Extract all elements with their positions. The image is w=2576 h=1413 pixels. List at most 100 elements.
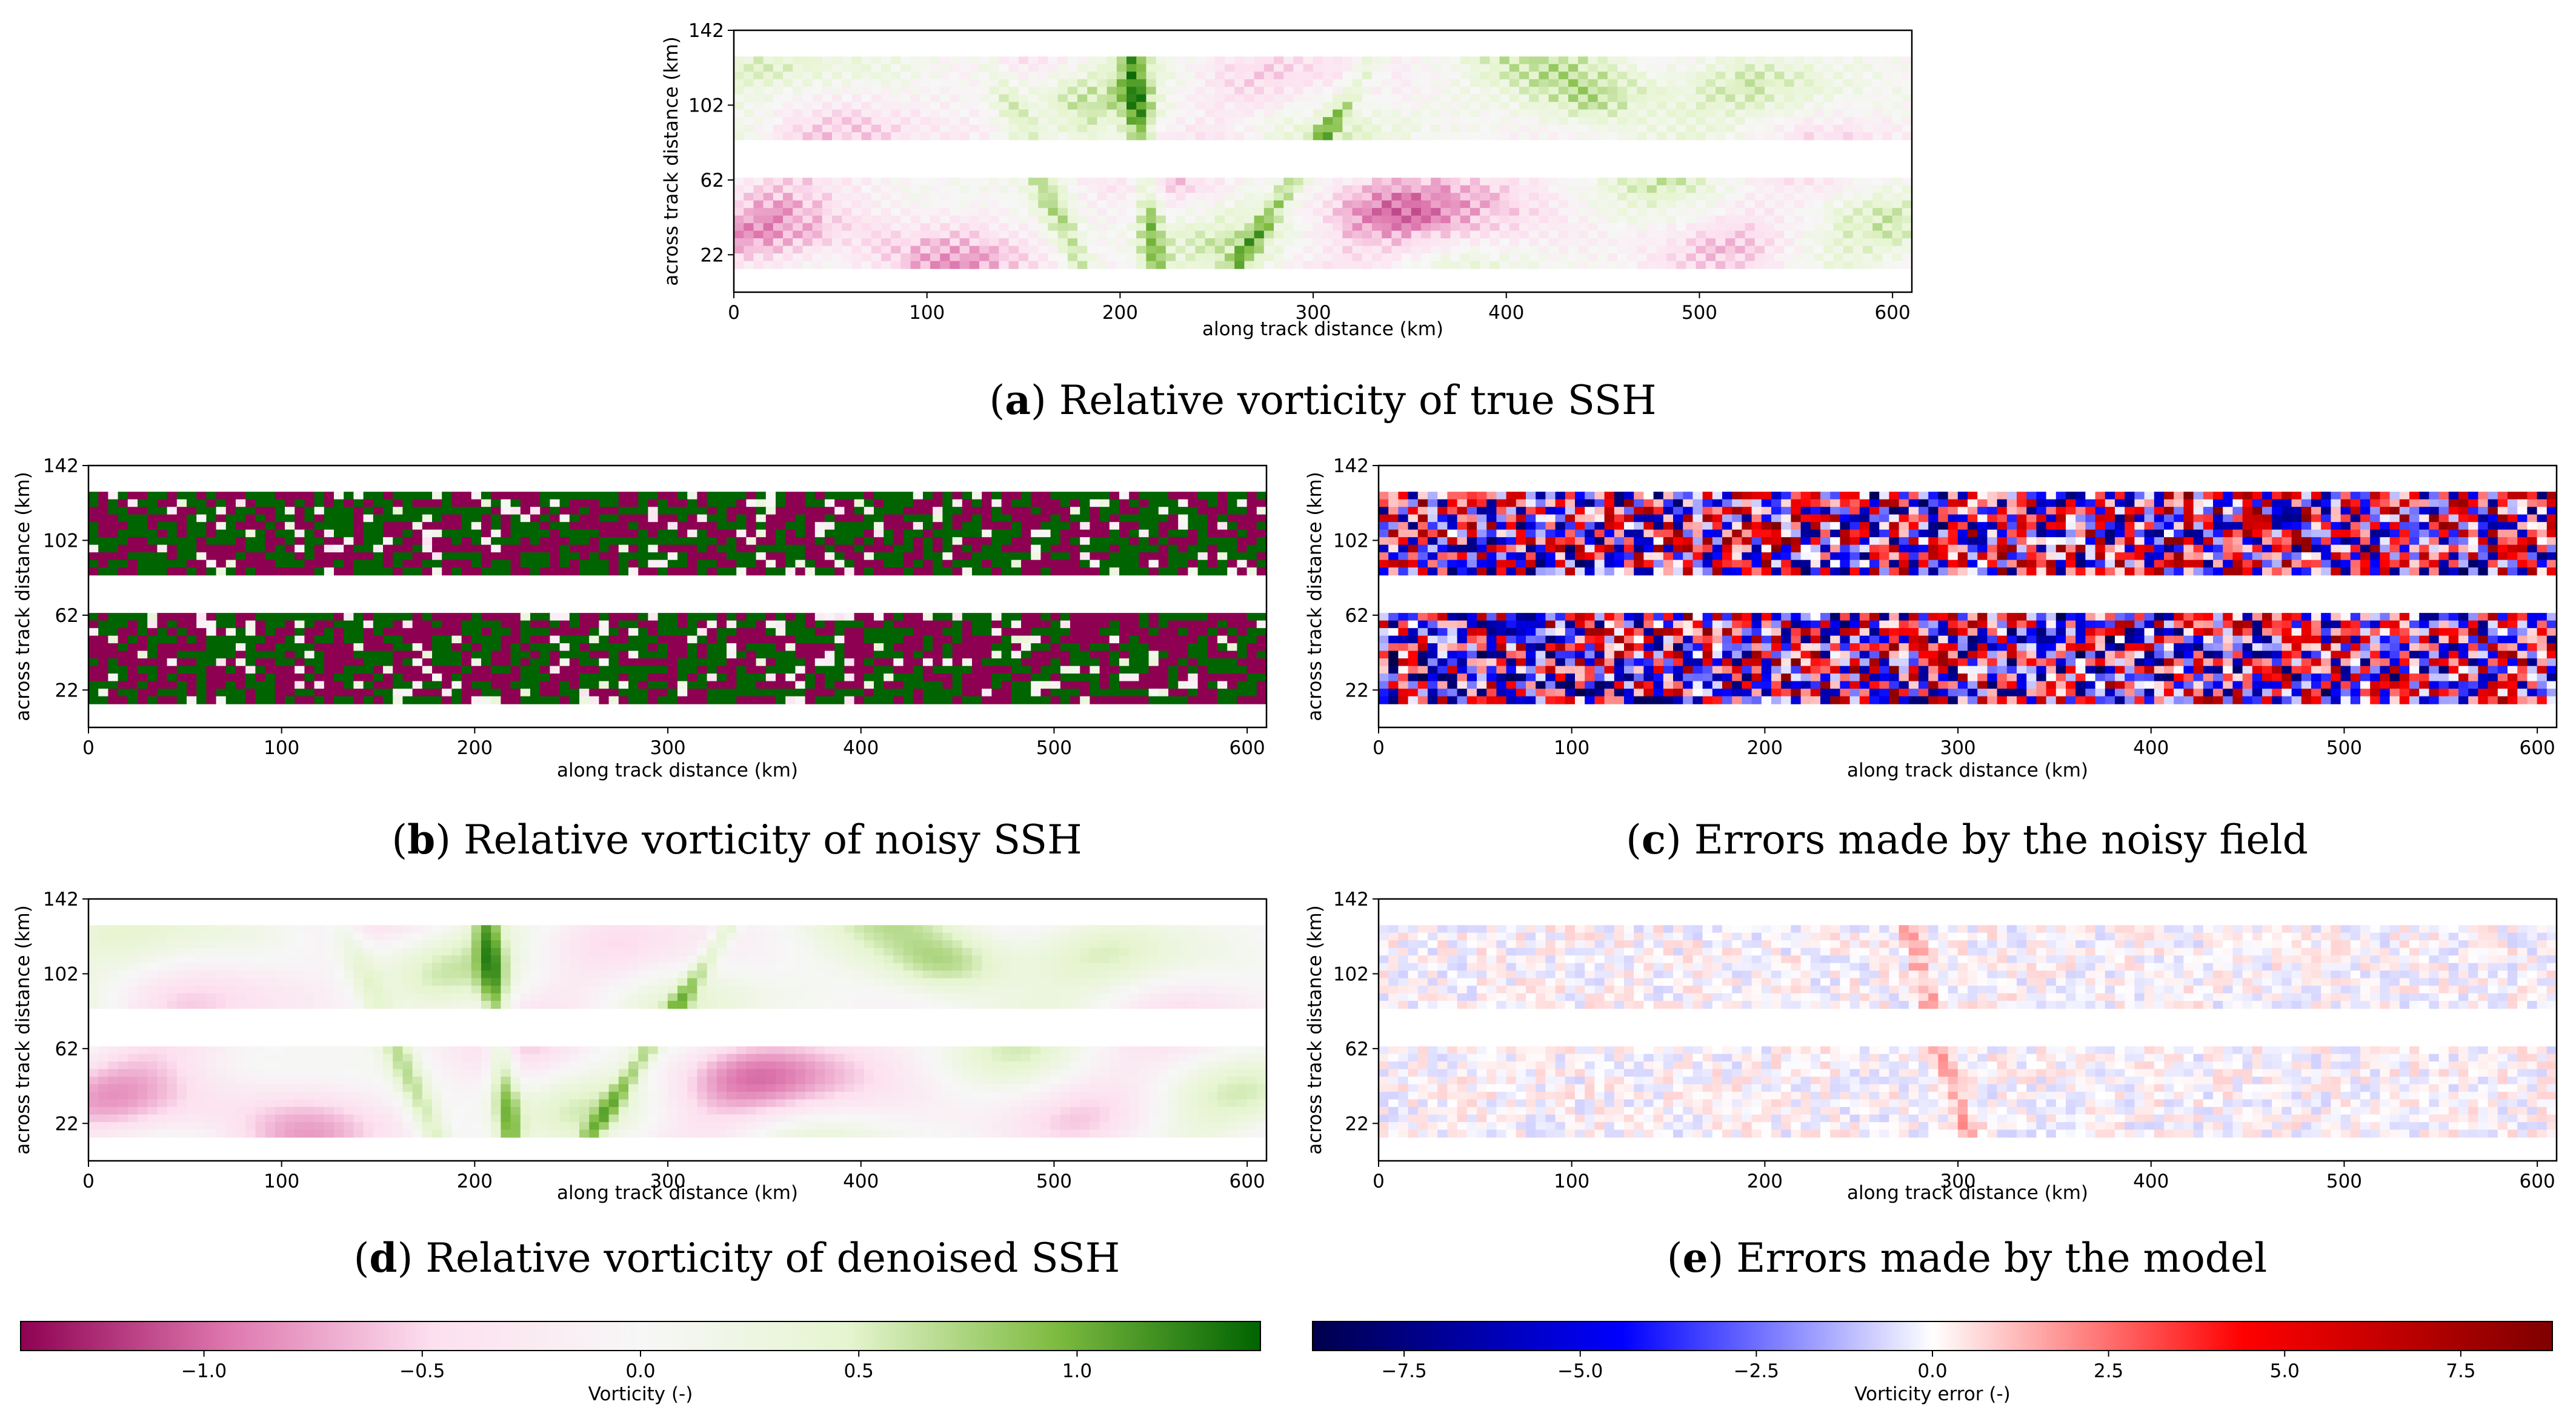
heatmap-cell (1902, 132, 1912, 141)
heatmap-cell (442, 643, 452, 652)
heatmap-cell (825, 560, 835, 568)
heatmap-cell (1237, 560, 1248, 568)
heatmap-cell (1156, 72, 1167, 80)
heatmap-cell (1021, 552, 1031, 561)
heatmap-cell (891, 178, 901, 186)
heatmap-cell (138, 666, 148, 674)
heatmap-cell (1214, 124, 1225, 133)
heatmap-cell (972, 650, 982, 659)
heatmap-cell (187, 620, 197, 629)
heatmap-cell (753, 117, 764, 125)
heatmap-cell (618, 658, 629, 667)
heatmap-cell (756, 552, 767, 561)
heatmap-cell (422, 552, 433, 561)
heatmap-cell (176, 529, 187, 538)
heatmap-cell (1207, 613, 1218, 621)
heatmap-cell (589, 628, 599, 636)
heatmap-cell (1333, 230, 1343, 239)
heatmap-cell (471, 620, 482, 629)
heatmap-cell (314, 666, 325, 674)
heatmap-cell (1754, 185, 1765, 193)
heatmap-cell (1237, 635, 1248, 644)
heatmap-cell (1263, 102, 1274, 110)
heatmap-cell (1244, 185, 1255, 193)
heatmap-cell (1646, 215, 1657, 224)
heatmap-cell (1077, 230, 1088, 239)
heatmap-cell (972, 492, 982, 500)
heatmap-cell (1814, 72, 1824, 80)
heatmap-cell (1401, 56, 1412, 65)
heatmap-cell (1470, 208, 1480, 216)
heatmap-cell (442, 628, 452, 636)
heatmap-cell (920, 185, 931, 193)
heatmap-cell (657, 635, 668, 644)
heatmap-cell (1060, 643, 1071, 652)
heatmap-cell (1028, 109, 1039, 118)
heatmap-cell (1021, 560, 1031, 568)
heatmap-cell (1048, 79, 1059, 87)
heatmap-cell (822, 261, 833, 269)
heatmap-cell (1872, 200, 1883, 209)
heatmap-cell (1060, 567, 1071, 576)
heatmap-cell (1902, 79, 1912, 87)
heatmap-cell (471, 529, 482, 538)
heatmap-cell (920, 208, 931, 216)
heatmap-cell (1725, 124, 1736, 133)
heatmap-cell (579, 499, 590, 507)
heatmap-cell (1499, 124, 1510, 133)
heatmap-cell (1627, 87, 1637, 95)
heatmap-cell (147, 567, 158, 576)
heatmap-cell (1077, 56, 1088, 65)
heatmap-cell (1168, 613, 1179, 621)
heatmap-cell (1872, 238, 1883, 247)
heatmap-cell (373, 552, 384, 561)
heatmap-cell (1011, 560, 1022, 568)
heatmap-cell (1057, 261, 1068, 269)
heatmap-cell (1352, 124, 1363, 133)
heatmap-cell (108, 620, 119, 629)
heatmap-cell (353, 567, 364, 576)
heatmap-cell (393, 628, 403, 636)
heatmap-cell (481, 620, 491, 629)
heatmap-cell (746, 650, 757, 659)
heatmap-cell (608, 650, 619, 659)
heatmap-cell (1244, 215, 1255, 224)
heatmap-cell (1539, 94, 1549, 102)
heatmap-cell (910, 87, 921, 95)
heatmap-cell (1470, 117, 1480, 125)
heatmap-cell (1256, 628, 1267, 636)
heatmap-cell (127, 529, 138, 538)
heatmap-cell (373, 666, 384, 674)
heatmap-cell (530, 635, 541, 644)
heatmap-cell (1627, 215, 1637, 224)
heatmap-cell (579, 643, 590, 652)
heatmap-cell (1070, 628, 1080, 636)
heatmap-cell (716, 537, 727, 546)
heatmap-cell (138, 560, 148, 568)
heatmap-cell (1333, 94, 1343, 102)
heatmap-cell (1205, 64, 1216, 72)
heatmap-cell (1607, 72, 1618, 80)
heatmap-cell (98, 658, 108, 667)
heatmap-cell (1489, 102, 1500, 110)
heatmap-cell (1038, 117, 1048, 125)
heatmap-cell (638, 492, 648, 500)
heatmap-cell (822, 124, 833, 133)
heatmap-cell (1509, 178, 1520, 186)
heatmap-cell (822, 185, 833, 193)
heatmap-cell (196, 613, 207, 621)
heatmap-cell (1499, 102, 1510, 110)
heatmap-cell (950, 117, 960, 125)
heatmap-cell (933, 537, 943, 546)
heatmap-cell (687, 613, 697, 621)
heatmap-cell (1246, 620, 1257, 629)
heatmap-cell (1148, 658, 1159, 667)
heatmap-cell (1705, 185, 1716, 193)
heatmap-cell (579, 529, 590, 538)
heatmap-cell (1237, 650, 1248, 659)
heatmap-cell (1254, 246, 1265, 254)
heatmap-cell (1040, 620, 1051, 629)
heatmap-cell (1256, 492, 1267, 500)
heatmap-cell (1656, 79, 1667, 87)
heatmap-cell (667, 635, 678, 644)
